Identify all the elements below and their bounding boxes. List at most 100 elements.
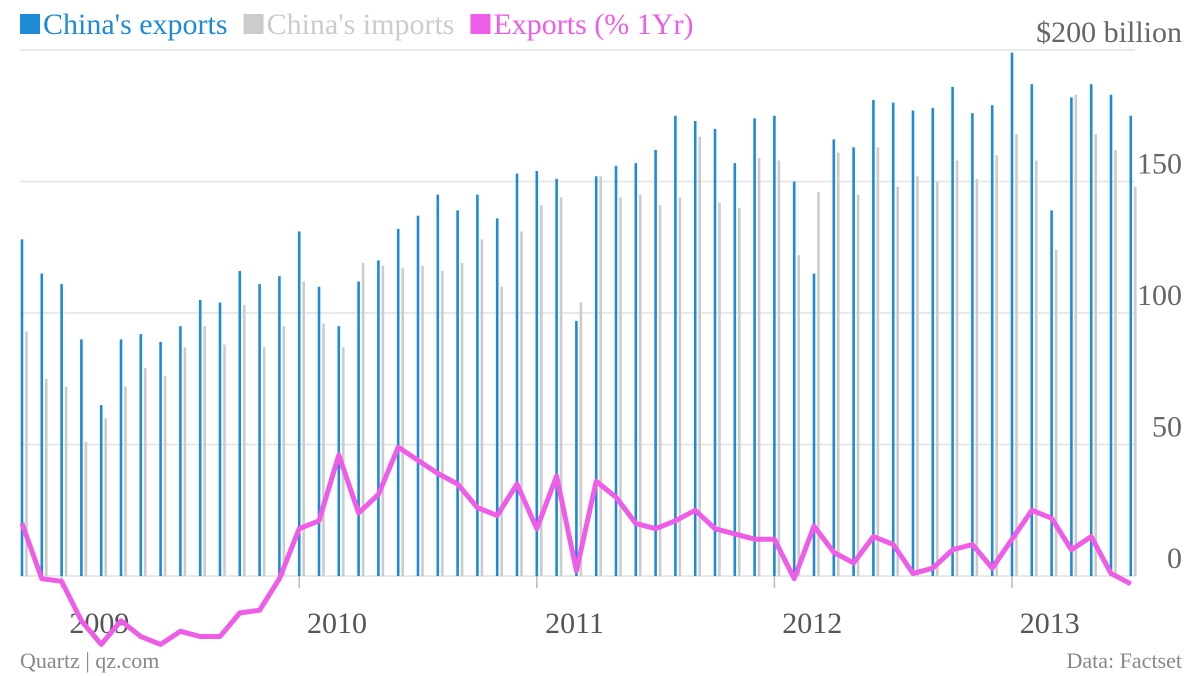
bar xyxy=(916,176,919,577)
y-tick-label: 0 xyxy=(1167,542,1182,575)
bar xyxy=(416,215,420,577)
bar xyxy=(520,231,523,577)
x-tick-label: 2013 xyxy=(1020,607,1080,640)
bar xyxy=(456,210,459,577)
bar xyxy=(812,273,816,577)
bar xyxy=(693,121,697,577)
bar xyxy=(674,115,677,577)
bar xyxy=(495,218,499,577)
bar xyxy=(183,347,187,577)
bar xyxy=(282,326,286,577)
bar xyxy=(476,194,479,577)
bar xyxy=(990,105,994,577)
bar xyxy=(377,260,380,577)
bar xyxy=(317,286,321,577)
bar xyxy=(401,268,404,577)
legend-swatch xyxy=(243,14,264,34)
bar xyxy=(975,178,979,577)
bar xyxy=(773,115,776,577)
bar xyxy=(936,181,939,577)
bar xyxy=(817,192,820,577)
y-tick-label: 50 xyxy=(1152,411,1182,444)
bar xyxy=(99,405,103,577)
legend-swatch xyxy=(20,14,40,34)
bar xyxy=(436,194,440,577)
bar xyxy=(634,163,638,577)
bar xyxy=(698,136,701,577)
bar xyxy=(1109,94,1113,577)
bar xyxy=(896,186,899,577)
bar xyxy=(297,231,301,577)
bar xyxy=(1094,134,1097,577)
bar xyxy=(60,284,63,577)
bar xyxy=(995,155,998,577)
bar xyxy=(144,368,147,577)
bar xyxy=(639,194,642,577)
bar xyxy=(797,255,800,577)
bar xyxy=(262,347,266,577)
bar xyxy=(223,344,226,577)
legend-label: China's imports xyxy=(267,8,455,41)
bar xyxy=(159,341,162,577)
bar xyxy=(594,176,598,577)
bar xyxy=(872,99,875,577)
bar xyxy=(654,149,657,577)
bar xyxy=(243,305,246,577)
bar xyxy=(104,418,107,577)
legend-label: Exports (% 1Yr) xyxy=(493,8,693,41)
y-tick-label: 100 xyxy=(1137,279,1182,312)
bar xyxy=(258,284,261,577)
bar xyxy=(421,265,424,577)
line xyxy=(19,444,1132,647)
bar xyxy=(911,110,915,577)
bar xyxy=(852,147,855,577)
bar xyxy=(971,113,974,577)
footer-data: Data: Factset xyxy=(1067,648,1182,673)
bar xyxy=(733,163,737,577)
bar xyxy=(678,197,682,577)
bar xyxy=(713,128,717,577)
bar xyxy=(619,197,622,577)
bar xyxy=(203,326,206,577)
bar xyxy=(1129,115,1133,577)
bar xyxy=(163,376,167,577)
bar xyxy=(500,286,503,577)
legend-label: China's exports xyxy=(43,8,228,41)
y-tick-label: 150 xyxy=(1137,148,1182,181)
bar xyxy=(777,160,781,577)
bar xyxy=(238,270,242,577)
x-tick-label: 2012 xyxy=(782,607,842,640)
bar xyxy=(955,160,959,577)
bar xyxy=(614,165,618,577)
bar xyxy=(80,339,83,577)
bar xyxy=(738,207,741,577)
bar xyxy=(931,107,935,577)
bar xyxy=(139,334,143,577)
bar xyxy=(1010,52,1014,577)
bar xyxy=(302,281,305,577)
bar xyxy=(757,157,761,577)
bar xyxy=(396,228,400,577)
x-tick-label: 2010 xyxy=(307,607,367,640)
bar xyxy=(1050,210,1053,577)
bar xyxy=(1089,84,1093,577)
bar xyxy=(837,152,840,577)
y-tick-label: $200 billion xyxy=(1036,16,1182,49)
bar xyxy=(559,197,563,577)
bar xyxy=(856,194,860,577)
bar xyxy=(832,139,836,577)
bar xyxy=(40,273,44,577)
bar xyxy=(951,86,954,577)
bar xyxy=(337,326,341,577)
bar xyxy=(876,147,880,577)
bar xyxy=(540,205,543,577)
bar xyxy=(218,302,222,577)
bar xyxy=(119,339,123,577)
bar xyxy=(20,239,24,577)
bar xyxy=(124,386,127,577)
bar xyxy=(460,263,464,577)
bar xyxy=(480,239,484,577)
bar xyxy=(25,331,28,577)
